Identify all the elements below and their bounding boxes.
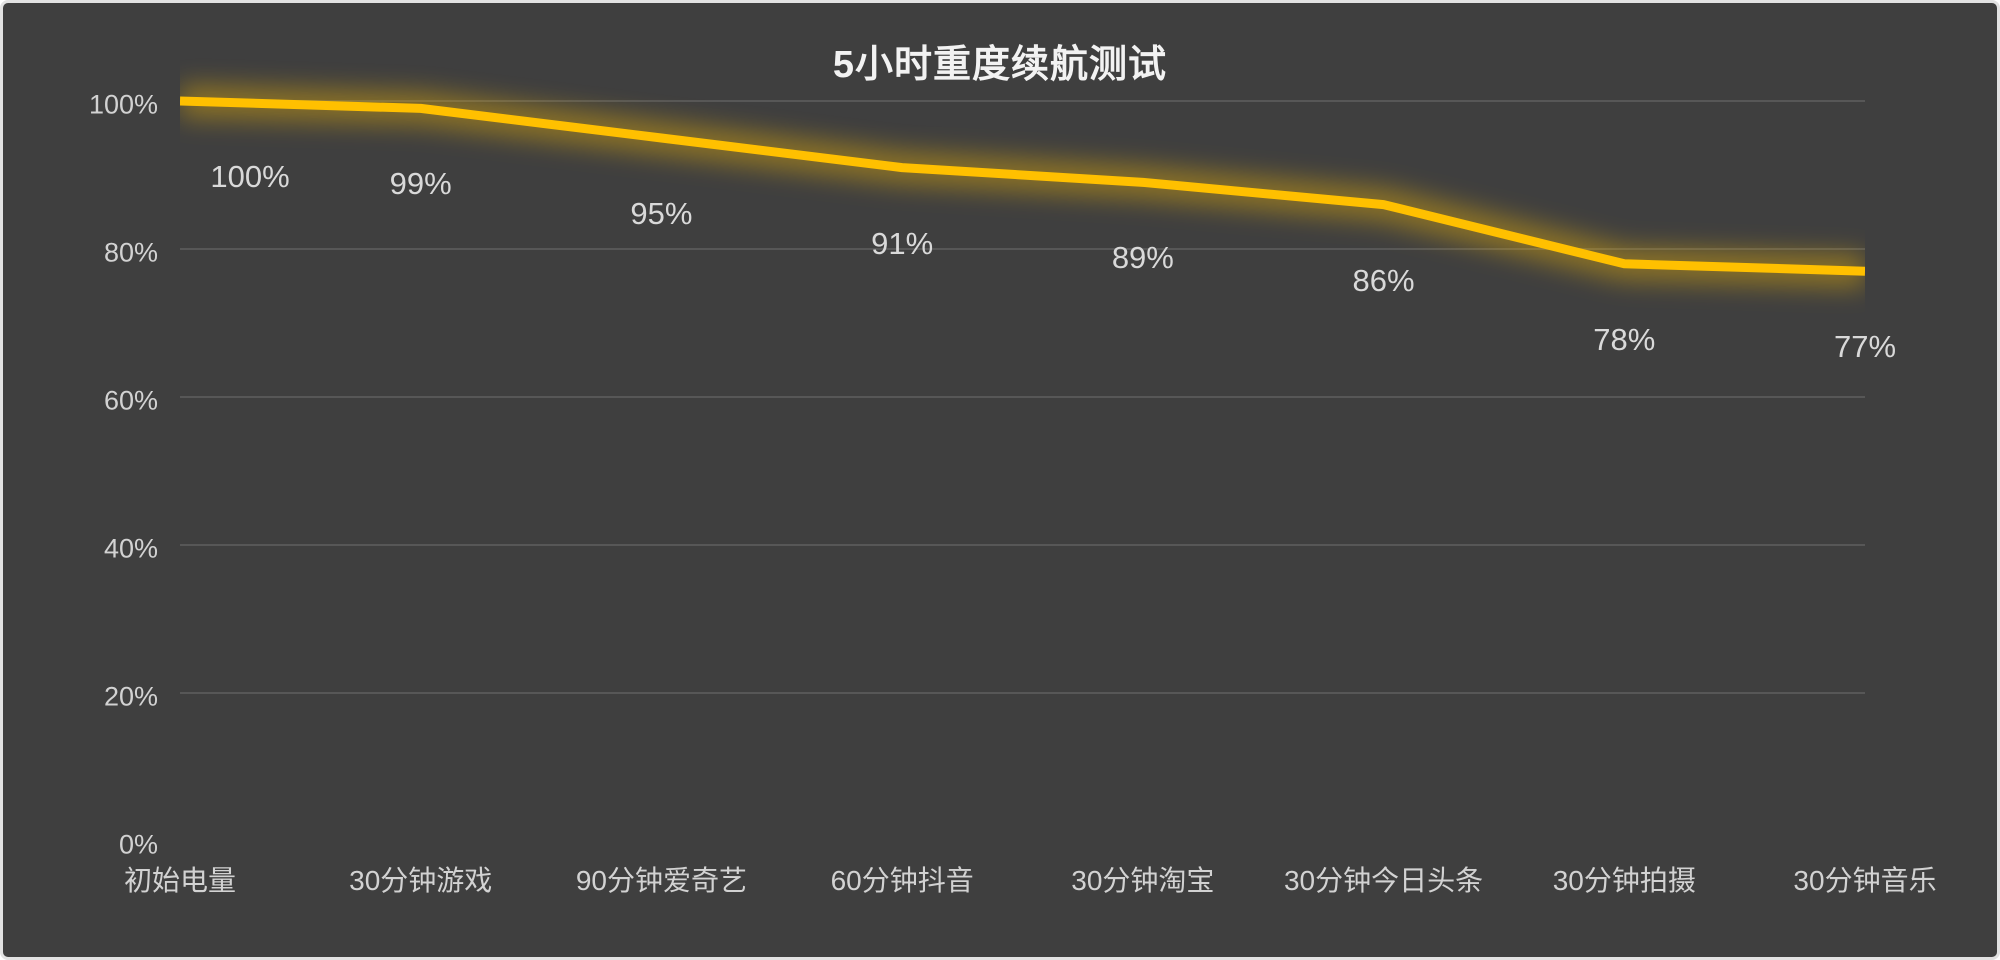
x-category-label: 30分钟今日头条 bbox=[1283, 865, 1484, 896]
x-category-label: 30分钟拍摄 bbox=[1552, 865, 1696, 896]
series-line bbox=[180, 96, 1865, 276]
x-category-label: 30分钟游戏 bbox=[349, 865, 493, 896]
y-tick-label-80%: 80% bbox=[103, 237, 158, 268]
data-label: 99% bbox=[389, 166, 452, 202]
x-category-label: 60分钟抖音 bbox=[830, 865, 974, 896]
y-tick-label-40%: 40% bbox=[103, 533, 158, 564]
data-label: 78% bbox=[1593, 321, 1656, 357]
line-plot-canvas bbox=[180, 85, 1865, 694]
data-label: 89% bbox=[1111, 240, 1174, 276]
y-tick-label-60%: 60% bbox=[103, 385, 158, 416]
x-category-label: 30分钟音乐 bbox=[1793, 865, 1937, 896]
y-tick-label-0%: 0% bbox=[118, 829, 158, 860]
data-label: 95% bbox=[630, 196, 693, 231]
x-category-label: 初始电量 bbox=[123, 865, 237, 896]
data-label: 77% bbox=[1833, 329, 1897, 365]
data-label: 100% bbox=[210, 159, 290, 194]
x-category-label: 30分钟淘宝 bbox=[1071, 865, 1215, 896]
data-label: 86% bbox=[1352, 262, 1415, 298]
y-tick-label-100%: 100% bbox=[88, 89, 158, 120]
x-category-label: 90分钟爱奇艺 bbox=[575, 865, 747, 896]
y-tick-label-20%: 20% bbox=[103, 681, 158, 712]
chart-title: 5小时重度续航测试 bbox=[832, 44, 1168, 86]
data-label: 91% bbox=[871, 225, 934, 261]
